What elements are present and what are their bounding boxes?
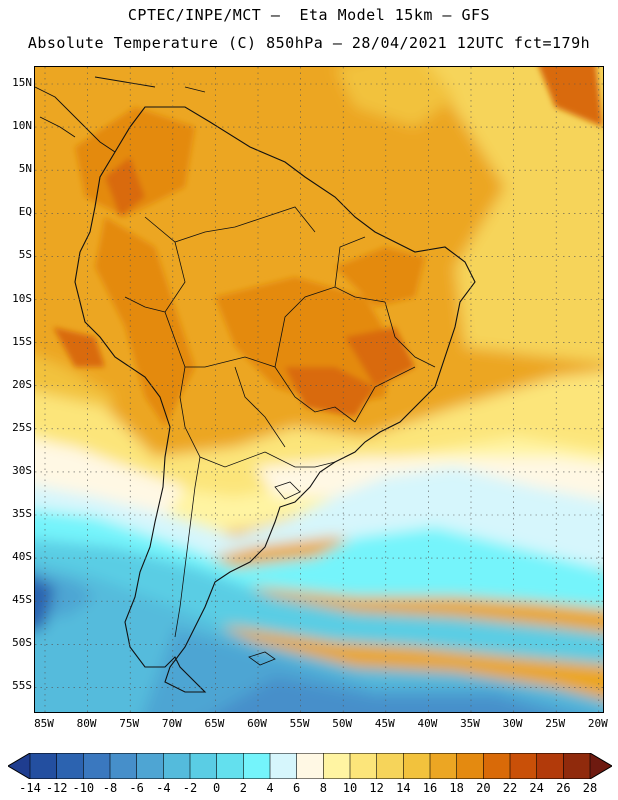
colorbar-segment xyxy=(110,753,138,779)
colorbar-label: 10 xyxy=(342,781,358,795)
latitude-label: 30S xyxy=(12,463,32,477)
latitude-label: 5S xyxy=(18,248,32,262)
colorbar-label: -2 xyxy=(182,781,198,795)
south-america-outline xyxy=(74,106,476,693)
longitude-label: 85W xyxy=(34,717,54,730)
longitude-label: 50W xyxy=(332,717,353,730)
longitude-label: 60W xyxy=(247,717,267,730)
colorbar-label: 14 xyxy=(396,781,411,795)
colorbar-label: -10 xyxy=(72,781,95,795)
longitude-label: 40W xyxy=(417,717,438,730)
longitude-label: 65W xyxy=(204,717,225,730)
longitude-label: 80W xyxy=(76,717,97,730)
latitude-label: 15S xyxy=(12,334,32,348)
longitude-label: 25W xyxy=(545,717,566,730)
rio-de-la-plata-outline xyxy=(274,481,301,500)
map-subtitle: Absolute Temperature (C) 850hPa – 28/04/… xyxy=(27,34,591,52)
colorbar-label: 4 xyxy=(266,781,274,795)
temperature-colorbar xyxy=(8,753,612,779)
latitude-label: 15N xyxy=(12,76,32,89)
colorbar-segment xyxy=(30,753,58,779)
longitude-label: 30W xyxy=(502,717,523,730)
colorbar-label: 8 xyxy=(319,781,327,795)
warm-spots xyxy=(53,67,603,427)
colorbar-segment xyxy=(456,753,484,779)
falklands-outline xyxy=(248,651,276,666)
lat-lon-grid xyxy=(35,67,603,712)
colorbar-label: -8 xyxy=(102,781,118,795)
central-america-outline xyxy=(35,76,206,153)
colorbar-label: 26 xyxy=(556,781,571,795)
latitude-label: 35S xyxy=(12,507,32,520)
colorbar-segment xyxy=(163,753,191,779)
latitude-label: 50S xyxy=(12,636,32,650)
longitude-label: 55W xyxy=(289,717,310,730)
colorbar-label: 20 xyxy=(476,781,491,795)
map-title: CPTEC/INPE/MCT – Eta Model 15km – GFS xyxy=(127,6,491,24)
colorbar-label: 2 xyxy=(239,781,247,795)
colorbar-label: 16 xyxy=(422,781,438,795)
colorbar-segment xyxy=(323,753,351,779)
colorbar-segment xyxy=(136,753,164,779)
latitude-label: 10S xyxy=(12,291,32,305)
temperature-field xyxy=(35,67,603,712)
longitude-label: 70W xyxy=(161,717,182,730)
colorbar-segment xyxy=(563,753,591,779)
colorbar-label: 0 xyxy=(213,781,221,795)
colorbar-max-arrow xyxy=(590,753,612,779)
colorbar-segment xyxy=(510,753,538,779)
latitude-label: 45S xyxy=(12,593,32,607)
colorbar-segment xyxy=(243,753,271,779)
colorbar-label: -14 xyxy=(19,781,41,795)
latitude-label: 20S xyxy=(12,377,32,391)
colorbar-label: 28 xyxy=(582,781,598,795)
latitude-label: 55S xyxy=(12,679,32,693)
colorbar-segment xyxy=(430,753,458,779)
colorbar-segment xyxy=(83,753,111,779)
latitude-label: 10N xyxy=(12,119,32,133)
colorbar-segment xyxy=(270,753,298,779)
longitude-label: 35W xyxy=(460,717,480,730)
longitude-label: 45W xyxy=(374,717,395,730)
colorbar-segment xyxy=(376,753,404,779)
longitude-label: 20W xyxy=(587,717,608,730)
colorbar-segment xyxy=(190,753,218,779)
longitude-label: 75W xyxy=(119,717,140,730)
colorbar-segment xyxy=(403,753,431,779)
colorbar-segment xyxy=(350,753,378,779)
colorbar-label: -12 xyxy=(45,781,68,795)
colorbar-label: -4 xyxy=(156,781,171,795)
colorbar-segment xyxy=(483,753,511,779)
colorbar-segment xyxy=(296,753,324,779)
colorbar-min-arrow xyxy=(8,753,30,779)
colorbar-label: 24 xyxy=(529,781,544,795)
latitude-label: EQ xyxy=(18,205,32,219)
colorbar-segment xyxy=(56,753,84,779)
latitude-label: 40S xyxy=(12,550,32,564)
colorbar-label: 18 xyxy=(449,781,464,795)
colorbar-segment xyxy=(216,753,244,779)
map-canvas xyxy=(35,67,603,712)
colorbar-label: -6 xyxy=(129,781,144,795)
colorbar-label: 22 xyxy=(502,781,518,795)
colorbar-segment xyxy=(536,753,564,779)
latitude-label: 25S xyxy=(12,420,32,434)
colorbar-label: 12 xyxy=(369,781,384,795)
temperature-map xyxy=(34,66,604,713)
colorbar-label: 6 xyxy=(293,781,301,795)
latitude-label: 5N xyxy=(18,162,32,176)
country-borders xyxy=(124,206,436,638)
